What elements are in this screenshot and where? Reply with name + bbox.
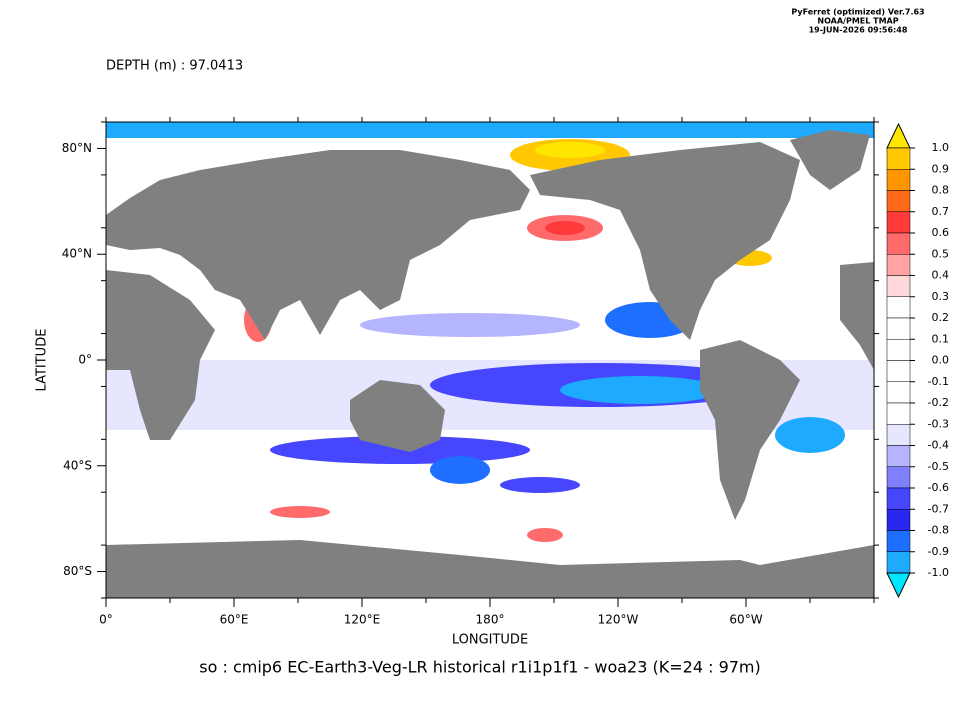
colorbar-label: 0.6 [932,226,950,239]
colorbar-label: 0.2 [932,311,950,324]
colorbar-box [886,530,911,552]
colorbar-label: -1.0 [928,566,949,579]
colorbar-label: -0.3 [928,417,949,430]
south-america [700,340,800,520]
colorbar-label: 0.5 [932,247,950,260]
colorbar-label: 0.4 [932,269,950,282]
colorbar-label: 0.8 [932,184,950,197]
land [106,130,874,598]
colorbar-box [886,487,911,510]
blob [360,313,580,337]
north-america [530,142,800,340]
arctic-band [106,122,874,138]
africa-west [840,262,874,370]
x-tick-label: 0° [99,613,113,627]
x-tick-label: 120°E [344,613,381,627]
x-tick-label: 60°E [220,613,249,627]
colorbar-label: 1.0 [932,141,950,154]
colorbar-box [886,424,911,446]
colorbar-box [886,402,911,425]
colorbar-box [886,147,911,170]
y-tick-label: 40°N [62,247,92,261]
greenland [790,130,870,190]
colorbar-box [886,551,911,574]
colorbar-box [886,190,911,212]
colorbar-box [886,254,911,276]
colorbar-label: -0.4 [928,439,949,452]
colorbar-box [886,509,911,531]
colorbar-label: -0.9 [928,545,949,558]
colorbar-label: 0.3 [932,290,950,303]
blob [545,221,585,235]
blob [430,456,490,484]
x-tick-label: 120°W [598,613,639,627]
colorbar-box [886,360,911,382]
colorbar-box [886,381,911,404]
title: DEPTH (m) : 97.0413 [106,59,243,74]
blob [527,528,563,542]
header: PyFerret (optimized) Ver.7.63 NOAA/PMEL … [791,8,924,35]
colorbar-box [886,232,911,255]
colorbar-label: 0.1 [932,332,950,345]
colorbar-box [886,169,911,191]
colorbar-extend [886,122,911,149]
colorbar-box [886,466,911,489]
colorbar-box [886,317,911,340]
header-line: 19-JUN-2026 09:56:48 [809,26,908,35]
x-axis-label: LONGITUDE [452,633,528,648]
y-tick-label: 40°S [63,458,92,472]
blob [500,477,580,493]
header-line: NOAA/PMEL TMAP [817,17,898,26]
footer: so : cmip6 EC-Earth3-Veg-LR historical r… [199,658,761,677]
antarctica [106,540,874,598]
colorbar-label: 0.0 [932,354,950,367]
map-plot [105,121,875,599]
colorbar-label: -0.5 [928,460,949,473]
y-tick-label: 80°S [63,564,92,578]
colorbar-label: -0.2 [928,396,949,409]
colorbar-box [886,339,911,361]
colorbar-box [886,211,911,234]
blob [270,506,330,518]
africa [106,270,215,440]
colorbar-label: 0.7 [932,205,950,218]
x-tick-label: 60°W [729,613,762,627]
y-tick-label: 0° [78,353,92,367]
eurasia [106,150,530,340]
blob [775,417,845,453]
blob [535,142,605,158]
header-line: PyFerret (optimized) Ver.7.63 [791,8,924,17]
colorbar-label: -0.8 [928,524,949,537]
colorbar-label: -0.6 [928,481,949,494]
x-tick-label: 180° [476,613,505,627]
colorbar-label: -0.1 [928,375,949,388]
colorbar-label: -0.7 [928,502,949,515]
anomaly-field [106,122,874,542]
y-tick-label: 80°N [62,141,92,155]
colorbar-box [886,275,911,297]
blob [560,376,720,404]
colorbar-box [886,296,911,319]
colorbar-label: 0.9 [932,162,950,175]
y-axis-label: LATITUDE [35,329,50,392]
australia [350,380,445,452]
colorbar-extend [886,572,911,599]
colorbar-box [886,445,911,467]
